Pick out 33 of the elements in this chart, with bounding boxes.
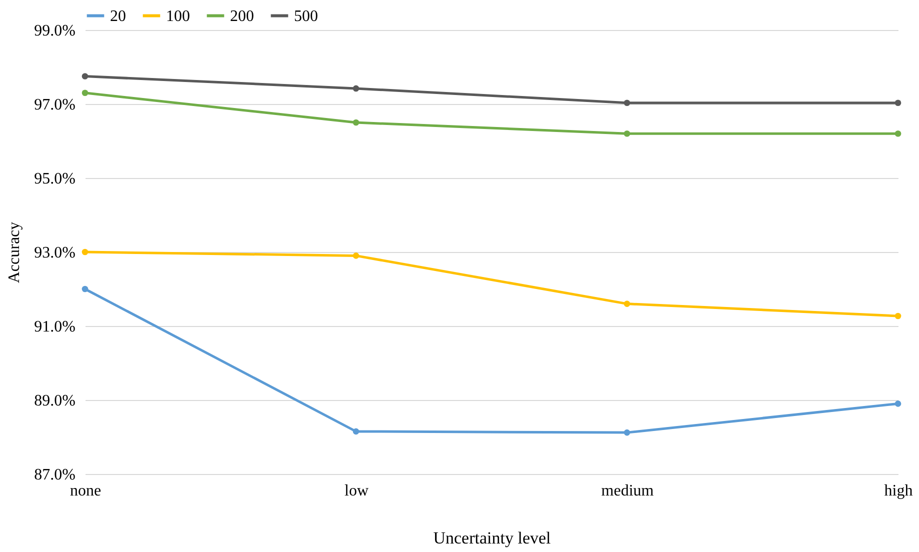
point: [894, 312, 902, 320]
x-tick-label: low: [344, 482, 369, 500]
y-tick-label: 99.0%: [34, 22, 76, 40]
point: [624, 300, 630, 307]
point: [352, 119, 360, 126]
point: [894, 100, 902, 106]
point: [82, 73, 88, 80]
point: [82, 286, 88, 292]
y-tick-label: 97.0%: [34, 96, 76, 114]
point: [352, 252, 360, 259]
y-axis-title: Accuracy: [6, 222, 24, 284]
y-tick-label: 87.0%: [34, 466, 76, 484]
point: [624, 100, 630, 106]
legend-label: 200: [230, 8, 254, 25]
point: [352, 428, 360, 435]
point: [894, 130, 902, 137]
x-axis-title: Uncertainty level: [433, 528, 552, 548]
x-tick-label: medium: [601, 482, 654, 500]
y-tick-label: 95.0%: [34, 170, 76, 188]
point: [352, 85, 360, 92]
x-tick-label: none: [70, 482, 102, 500]
point: [624, 130, 630, 137]
y-tick-label: 89.0%: [34, 392, 76, 410]
point: [624, 429, 630, 436]
point: [82, 90, 88, 96]
y-tick-label: 91.0%: [34, 318, 76, 336]
legend-label: 100: [166, 8, 190, 25]
point: [82, 248, 88, 256]
legend-label: 500: [294, 8, 318, 25]
point: [894, 400, 902, 407]
x-tick-label: high: [884, 482, 913, 500]
legend-label: 20: [110, 8, 126, 25]
y-tick-label: 93.0%: [34, 244, 76, 262]
